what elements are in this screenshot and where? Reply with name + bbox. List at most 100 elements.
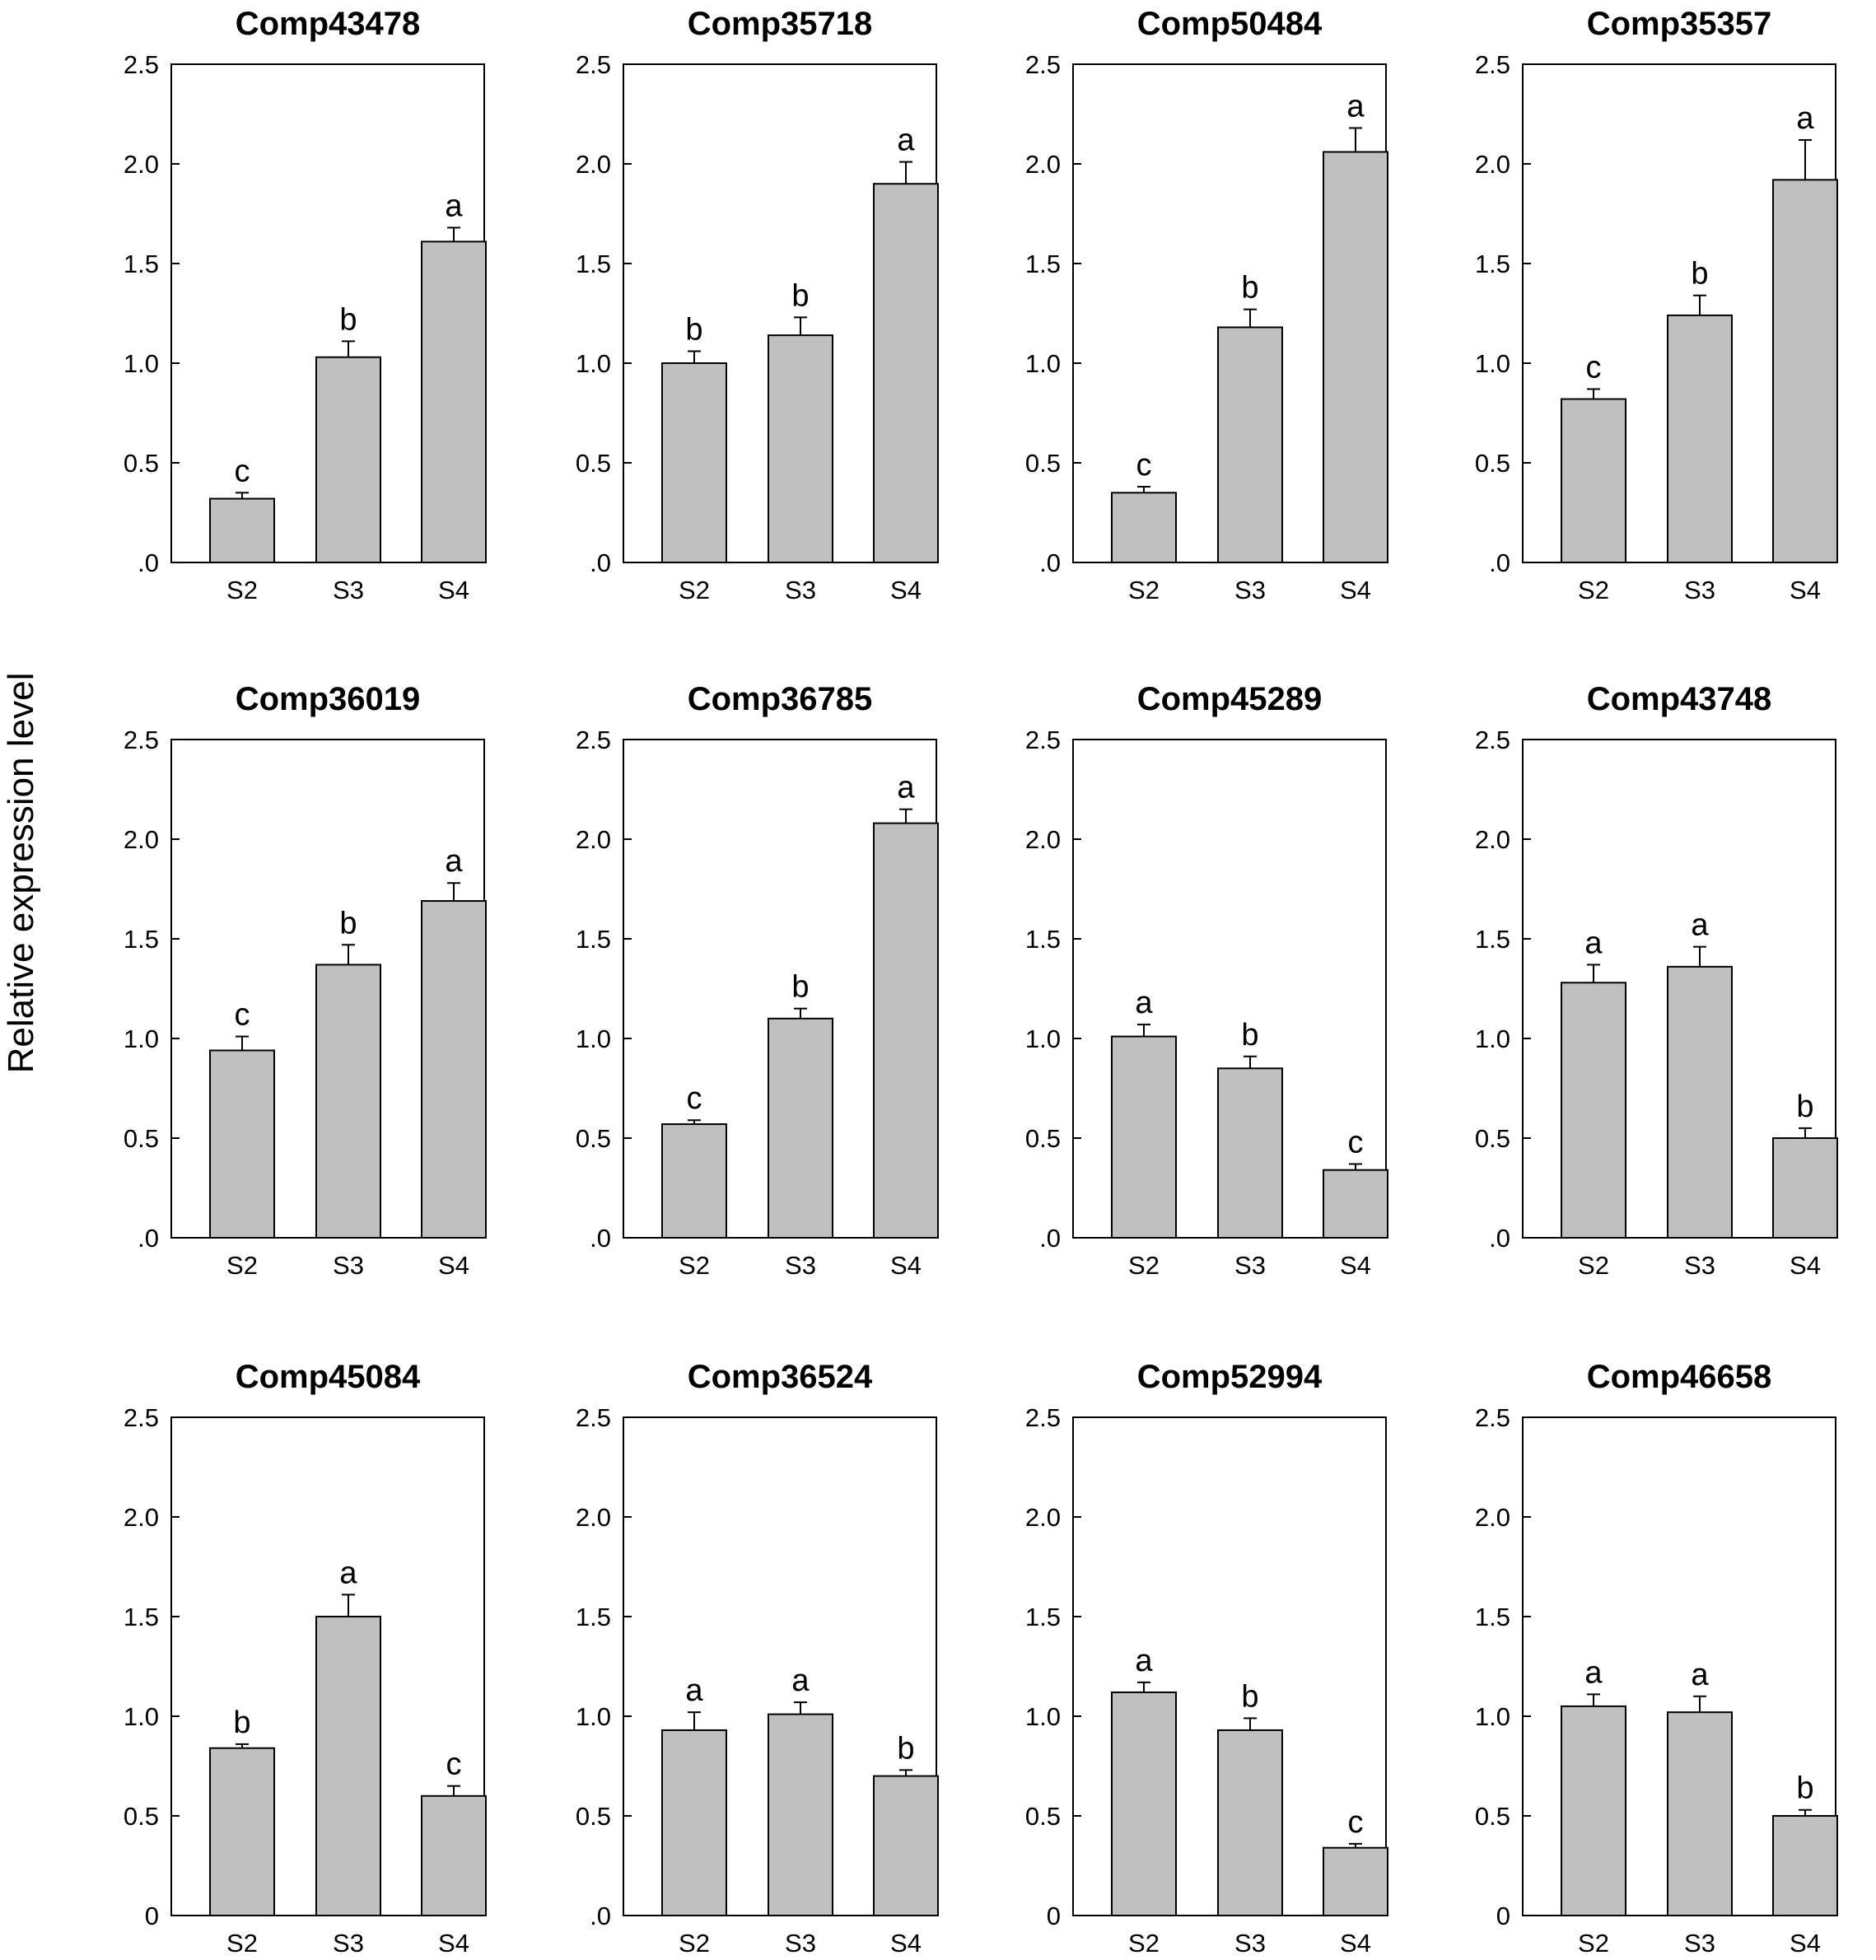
x-tick-label: S3 bbox=[785, 1251, 816, 1280]
panel-title: Comp43478 bbox=[236, 6, 421, 42]
x-tick-label: S4 bbox=[1790, 576, 1821, 604]
x-tick-label: S4 bbox=[438, 1251, 469, 1280]
chart-panel: Comp36524 .0 0.5 1.0 1.5 2.0 2.5 a S2 a S3 b S4 bbox=[576, 1359, 939, 1958]
y-tick-label: 1.5 bbox=[1475, 1603, 1510, 1631]
bar bbox=[1217, 326, 1283, 563]
y-tick-label: .0 bbox=[590, 1224, 611, 1253]
x-tick-label: S4 bbox=[890, 1251, 922, 1280]
y-tick-label: 2.5 bbox=[1475, 1403, 1510, 1432]
chart-panel: Comp35357 .0 0.5 1.0 1.5 2.0 2.5 c S2 b S3 a S4 bbox=[1475, 6, 1838, 604]
bar bbox=[1772, 179, 1838, 564]
significance-label: b bbox=[1796, 1090, 1813, 1124]
bar bbox=[661, 362, 727, 563]
y-tick-label: 0.5 bbox=[124, 449, 159, 478]
bar bbox=[209, 1747, 275, 1916]
x-tick-label: S4 bbox=[890, 576, 922, 604]
y-tick-label: 2.5 bbox=[1025, 1403, 1061, 1432]
bar bbox=[315, 964, 381, 1239]
significance-label: b bbox=[1241, 271, 1258, 306]
bar bbox=[873, 1775, 939, 1917]
x-tick-label: S2 bbox=[1128, 576, 1160, 604]
significance-label: a bbox=[1691, 1658, 1709, 1692]
y-tick-label: 1.5 bbox=[124, 1603, 159, 1631]
y-tick-label: 1.5 bbox=[124, 250, 159, 278]
y-tick-label: 1.0 bbox=[1025, 1702, 1061, 1731]
significance-label: b bbox=[339, 906, 357, 940]
chart-panels: Comp43478 .0 0.5 1.0 1.5 2.0 2.5 c S2 b S3 a S4 Comp3… bbox=[124, 6, 1838, 1958]
panel-title: Comp50484 bbox=[1137, 6, 1323, 42]
bar bbox=[1772, 1815, 1838, 1916]
bar bbox=[1667, 314, 1733, 563]
x-tick-label: S3 bbox=[1234, 1929, 1266, 1958]
x-tick-label: S4 bbox=[438, 576, 469, 604]
x-tick-label: S4 bbox=[1340, 576, 1371, 604]
bar bbox=[209, 497, 275, 563]
significance-label: b bbox=[1241, 1679, 1258, 1714]
significance-label: a bbox=[1135, 986, 1153, 1020]
chart-panel: Comp50484 .0 0.5 1.0 1.5 2.0 2.5 c S2 b S3 a S4 bbox=[1025, 6, 1388, 604]
significance-label: c bbox=[687, 1081, 702, 1116]
y-tick-label: 1.5 bbox=[1025, 250, 1061, 278]
chart-panel: Comp36785 .0 0.5 1.0 1.5 2.0 2.5 c S2 b S3 a S4 bbox=[576, 681, 939, 1280]
y-tick-label: 1.0 bbox=[1475, 349, 1510, 378]
bar bbox=[873, 822, 939, 1239]
significance-label: a bbox=[897, 124, 915, 158]
significance-label: a bbox=[445, 189, 463, 223]
y-tick-label: 2.0 bbox=[576, 150, 611, 179]
bar bbox=[421, 900, 487, 1239]
y-tick-label: 1.5 bbox=[1025, 1603, 1061, 1631]
significance-label: a bbox=[1796, 101, 1814, 136]
bar bbox=[873, 183, 939, 563]
panel-title: Comp36524 bbox=[688, 1359, 873, 1395]
y-tick-label: 2.5 bbox=[124, 726, 159, 754]
y-tick-label: 0.5 bbox=[1475, 1124, 1510, 1153]
chart-panel: Comp46658 0 0.5 1.0 1.5 2.0 2.5 a S2 a S3 b S4 bbox=[1475, 1359, 1838, 1958]
y-tick-label: 2.0 bbox=[124, 825, 159, 854]
y-tick-label: 2.0 bbox=[576, 825, 611, 854]
significance-label: a bbox=[1691, 908, 1709, 943]
y-tick-label: .0 bbox=[590, 548, 611, 577]
bar bbox=[768, 1017, 833, 1239]
bar bbox=[1217, 1067, 1283, 1239]
chart-panel: Comp52994 0 0.5 1.0 1.5 2.0 2.5 a S2 b S3 c S4 bbox=[1025, 1359, 1388, 1958]
panel-title: Comp43748 bbox=[1587, 681, 1772, 717]
y-tick-label: 0.5 bbox=[1025, 449, 1061, 478]
x-tick-label: S2 bbox=[679, 1251, 710, 1280]
significance-label: a bbox=[339, 1556, 357, 1590]
significance-label: b bbox=[1691, 257, 1708, 292]
significance-label: a bbox=[791, 1664, 810, 1698]
panel-title: Comp36785 bbox=[688, 681, 873, 717]
panel-title: Comp35357 bbox=[1587, 6, 1772, 42]
panel-title: Comp35718 bbox=[688, 6, 873, 42]
x-tick-label: S3 bbox=[1684, 576, 1715, 604]
bar bbox=[315, 356, 381, 563]
panel-title: Comp46658 bbox=[1587, 1359, 1772, 1395]
significance-label: b bbox=[339, 302, 357, 337]
y-tick-label: 1.0 bbox=[576, 349, 611, 378]
bar bbox=[1667, 965, 1733, 1239]
bar bbox=[1561, 1705, 1626, 1916]
y-tick-label: 2.0 bbox=[124, 1503, 159, 1532]
significance-label: b bbox=[1796, 1771, 1813, 1806]
x-tick-label: S3 bbox=[1234, 1251, 1266, 1280]
panel-title: Comp45289 bbox=[1137, 681, 1323, 717]
significance-label: c bbox=[1586, 350, 1602, 385]
x-tick-label: S2 bbox=[226, 576, 258, 604]
y-tick-label: 2.0 bbox=[124, 150, 159, 179]
significance-label: a bbox=[897, 771, 915, 805]
y-tick-label: 0 bbox=[1047, 1902, 1061, 1930]
y-tick-label: 1.5 bbox=[1475, 925, 1510, 954]
significance-label: a bbox=[685, 1673, 703, 1708]
chart-panel: Comp45289 .0 0.5 1.0 1.5 2.0 2.5 a S2 b S3 c S4 bbox=[1025, 681, 1388, 1280]
bar bbox=[1111, 1691, 1177, 1916]
y-tick-label: 1.5 bbox=[576, 925, 611, 954]
y-tick-label: .0 bbox=[1039, 548, 1061, 577]
y-tick-label: 0.5 bbox=[1475, 449, 1510, 478]
significance-label: c bbox=[446, 1748, 462, 1782]
chart-panel: Comp36019 .0 0.5 1.0 1.5 2.0 2.5 c S2 b S3 a S4 bbox=[124, 681, 487, 1280]
panel-title: Comp52994 bbox=[1137, 1359, 1323, 1395]
chart-panel: Comp45084 0 0.5 1.0 1.5 2.0 2.5 b S2 a S3 c S4 bbox=[124, 1359, 487, 1958]
y-tick-label: 2.5 bbox=[576, 50, 611, 79]
x-tick-label: S2 bbox=[226, 1251, 258, 1280]
